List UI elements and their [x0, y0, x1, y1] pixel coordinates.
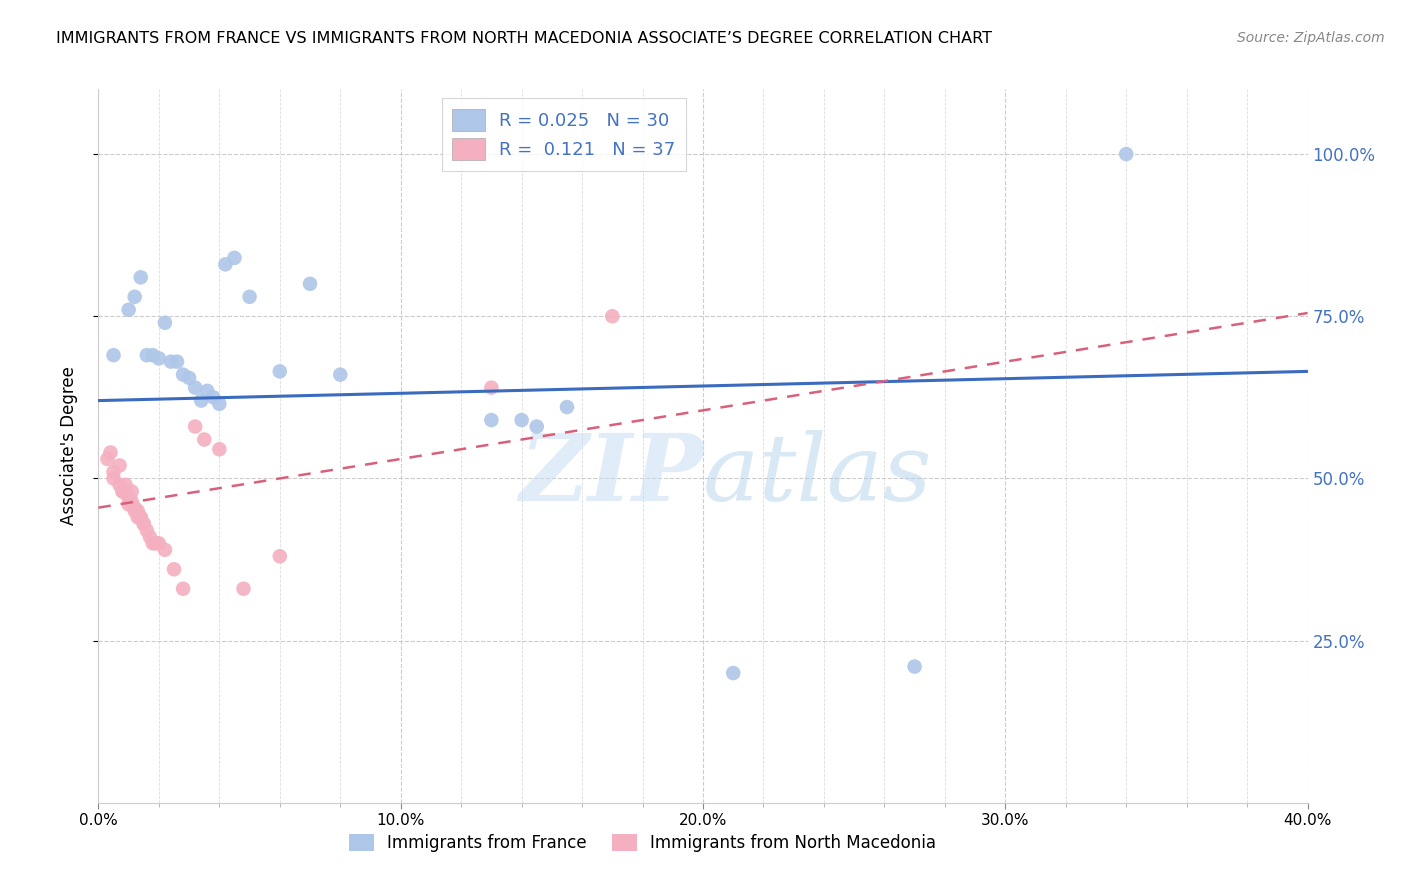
Point [904, 659, 927, 673]
Point [148, 536, 170, 550]
Point [135, 348, 157, 362]
Point [114, 478, 136, 492]
Point [129, 510, 152, 524]
Point [103, 465, 125, 479]
Point [145, 536, 167, 550]
Point [124, 504, 146, 518]
Point [526, 419, 548, 434]
Point [208, 442, 231, 457]
Point [142, 536, 165, 550]
Text: Source: ZipAtlas.com: Source: ZipAtlas.com [1237, 31, 1385, 45]
Point [481, 413, 503, 427]
Point [124, 500, 146, 515]
Point [555, 400, 578, 414]
Point [124, 290, 146, 304]
Point [214, 257, 236, 271]
Point [202, 390, 225, 404]
Point [118, 491, 141, 505]
Point [121, 494, 143, 508]
Point [118, 497, 141, 511]
Point [232, 582, 254, 596]
Point [111, 484, 134, 499]
Point [135, 524, 157, 538]
Point [132, 516, 155, 531]
Point [510, 413, 533, 427]
Point [172, 582, 194, 596]
Point [153, 316, 176, 330]
Text: IMMIGRANTS FROM FRANCE VS IMMIGRANTS FROM NORTH MACEDONIA ASSOCIATE’S DEGREE COR: IMMIGRANTS FROM FRANCE VS IMMIGRANTS FRO… [56, 31, 993, 46]
Point [269, 364, 291, 378]
Point [224, 251, 246, 265]
Point [100, 445, 122, 459]
Point [96, 452, 118, 467]
Point [114, 484, 136, 499]
Point [299, 277, 322, 291]
Point [108, 458, 131, 473]
Point [139, 530, 162, 544]
Point [111, 484, 134, 499]
Point [329, 368, 352, 382]
Point [172, 368, 194, 382]
Y-axis label: Associate's Degree: Associate's Degree [59, 367, 77, 525]
Point [1115, 147, 1137, 161]
Point [148, 351, 170, 366]
Legend: Immigrants from France, Immigrants from North Macedonia: Immigrants from France, Immigrants from … [342, 827, 943, 859]
Point [602, 310, 624, 324]
Point [103, 471, 125, 485]
Point [103, 348, 125, 362]
Point [481, 381, 503, 395]
Point [190, 393, 212, 408]
Point [179, 371, 201, 385]
Point [166, 354, 188, 368]
Point [129, 510, 152, 524]
Point [121, 484, 143, 499]
Point [193, 433, 215, 447]
Point [127, 504, 149, 518]
Text: ZIP: ZIP [519, 430, 703, 519]
Point [723, 666, 745, 681]
Point [195, 384, 218, 398]
Text: atlas: atlas [703, 430, 932, 519]
Point [208, 397, 231, 411]
Point [163, 562, 186, 576]
Point [184, 419, 207, 434]
Point [132, 516, 155, 531]
Point [153, 542, 176, 557]
Point [269, 549, 291, 564]
Point [108, 478, 131, 492]
Point [118, 302, 141, 317]
Point [127, 510, 149, 524]
Point [239, 290, 262, 304]
Point [142, 348, 165, 362]
Point [129, 270, 152, 285]
Point [184, 381, 207, 395]
Point [160, 354, 183, 368]
